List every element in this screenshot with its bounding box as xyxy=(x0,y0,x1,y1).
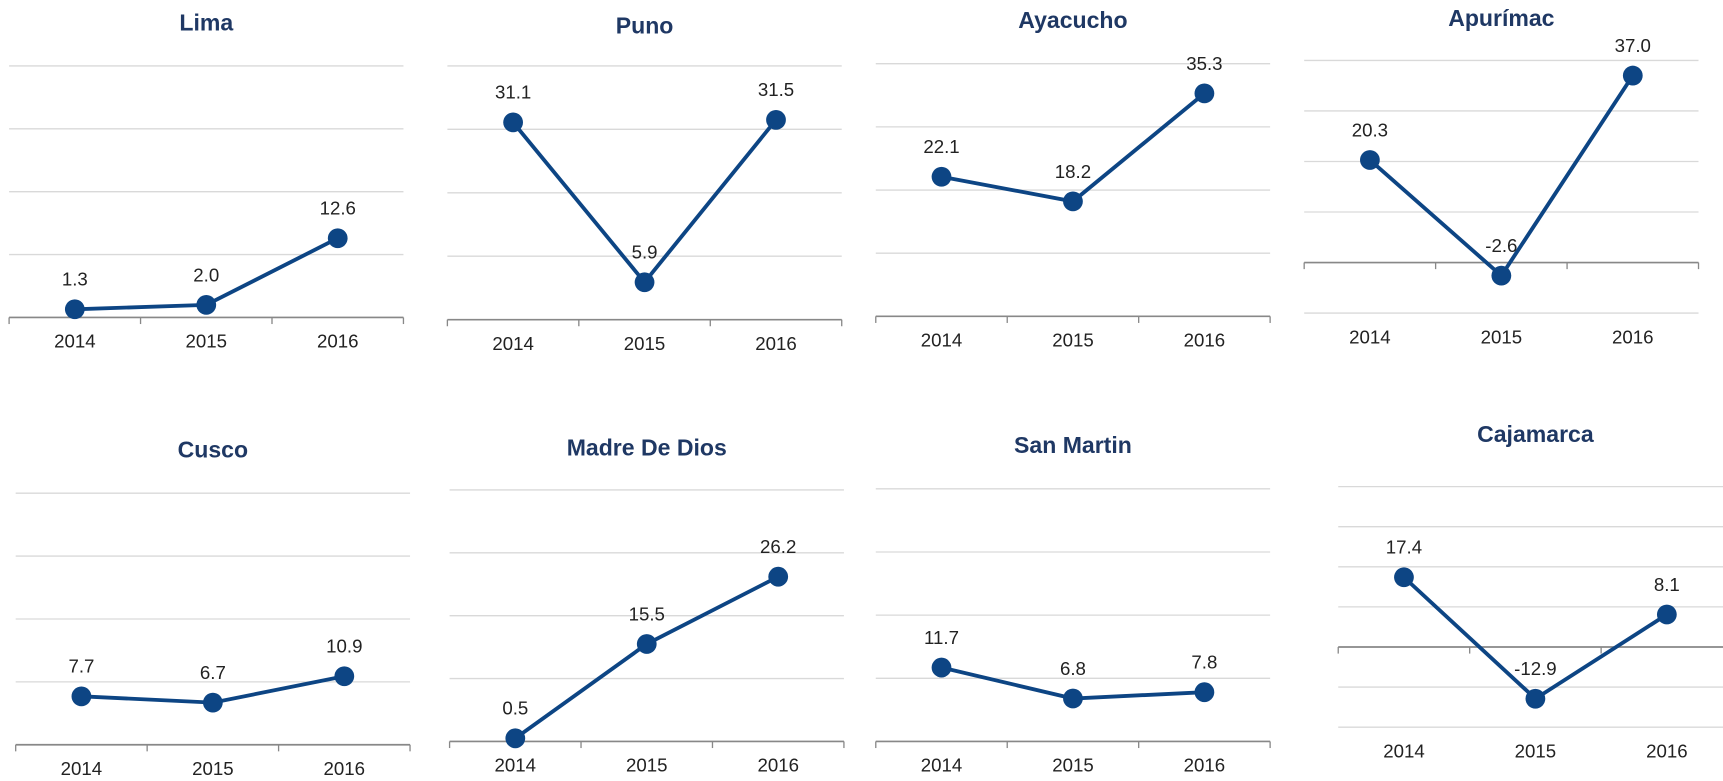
x-tick-label: 2014 xyxy=(921,755,963,776)
data-label: 17.4 xyxy=(1386,537,1422,558)
chart-panel: San Martin 2014 2015 2016 11.7 6.8 7.8 xyxy=(875,432,1271,776)
x-tick-label: 2014 xyxy=(1383,740,1425,761)
data-label: 22.1 xyxy=(923,136,959,157)
data-label: 31.5 xyxy=(758,79,794,100)
x-tick-label: 2015 xyxy=(186,331,228,352)
chart-title: Apurímac xyxy=(1448,5,1554,31)
x-tick-label: 2014 xyxy=(492,333,534,354)
point xyxy=(505,728,526,749)
point xyxy=(327,228,348,249)
x-tick-label: 2016 xyxy=(324,758,366,779)
data-label: 5.9 xyxy=(632,242,658,263)
point xyxy=(1491,265,1512,286)
point xyxy=(931,657,952,678)
x-tick-label: 2016 xyxy=(1184,330,1226,351)
chart-panel: Madre De Dios 2014 2015 2016 0.5 15.5 26.2 xyxy=(448,434,845,776)
data-label: 7.8 xyxy=(1191,652,1217,673)
x-tick-label: 2016 xyxy=(755,333,797,354)
line xyxy=(1402,575,1668,702)
data-label: -12.9 xyxy=(1514,658,1557,679)
x-tick-label: 2014 xyxy=(495,755,537,776)
line xyxy=(941,91,1206,204)
point xyxy=(1194,682,1215,703)
data-label: 15.5 xyxy=(629,603,665,624)
point xyxy=(1622,65,1643,86)
point xyxy=(64,299,85,320)
chart-panel: Cajamarca 2014 2015 2016 17.4 -12.9 8.1 xyxy=(1337,421,1723,761)
data-label: 18.2 xyxy=(1055,161,1091,182)
x-tick-label: 2016 xyxy=(1646,740,1688,761)
data-label: 6.7 xyxy=(200,662,226,683)
data-label: 2.0 xyxy=(193,264,219,285)
point xyxy=(196,294,217,315)
data-label: 26.2 xyxy=(760,536,796,557)
x-tick-label: 2015 xyxy=(1481,326,1523,347)
point xyxy=(1394,567,1414,588)
x-tick-label: 2015 xyxy=(1052,755,1094,776)
chart-title: Cajamarca xyxy=(1477,421,1594,447)
x-tick-label: 2015 xyxy=(1052,330,1094,351)
chart-panel: Apurímac 2014 2015 2016 20.3 -2.6 37.0 xyxy=(1303,5,1700,347)
x-tick-label: 2014 xyxy=(1349,326,1391,347)
data-label: 6.8 xyxy=(1060,658,1086,679)
data-label: 37.0 xyxy=(1615,35,1651,56)
line xyxy=(514,574,780,740)
point xyxy=(634,272,655,293)
data-label: 7.7 xyxy=(68,656,94,677)
chart-panel: Puno 2014 2015 2016 31.1 5.9 31.5 xyxy=(446,13,843,354)
data-label: 10.9 xyxy=(326,636,362,657)
x-tick-label: 2015 xyxy=(626,755,668,776)
chart-title: San Martin xyxy=(1014,432,1132,458)
x-tick-label: 2016 xyxy=(1184,755,1226,776)
point xyxy=(503,112,523,133)
data-label: 12.6 xyxy=(320,198,356,219)
data-label: 1.3 xyxy=(62,269,88,290)
chart-title: Cusco xyxy=(178,437,248,463)
data-label: 35.3 xyxy=(1186,53,1222,74)
x-tick-label: 2015 xyxy=(192,758,234,779)
point xyxy=(768,566,789,587)
point xyxy=(202,692,223,713)
data-label: -2.6 xyxy=(1485,235,1517,256)
data-label: 31.1 xyxy=(495,82,531,103)
point xyxy=(1063,191,1083,212)
chart-title: Lima xyxy=(179,9,233,35)
point xyxy=(1525,688,1546,709)
x-tick-label: 2016 xyxy=(317,331,359,352)
x-tick-label: 2016 xyxy=(757,755,799,776)
x-tick-label: 2015 xyxy=(624,333,666,354)
chart-panel: Ayacucho 2014 2015 2016 22.1 18.2 35.3 xyxy=(875,7,1271,351)
chart-panel: Lima 2014 2015 2016 1.3 2.0 12.6 xyxy=(8,9,405,352)
point xyxy=(766,109,786,130)
point xyxy=(636,634,657,654)
x-tick-label: 2014 xyxy=(54,331,96,352)
point xyxy=(334,666,355,687)
chart-title: Ayacucho xyxy=(1018,7,1127,33)
data-label: 20.3 xyxy=(1352,119,1388,140)
point xyxy=(931,166,952,187)
point xyxy=(1194,83,1215,104)
point xyxy=(1360,150,1380,170)
chart-title: Madre De Dios xyxy=(567,434,727,460)
chart-panel: Cusco 2014 2015 2016 7.7 6.7 10.9 xyxy=(15,437,411,779)
point xyxy=(1656,604,1677,625)
point xyxy=(1063,688,1083,709)
chart-title: Puno xyxy=(616,13,674,39)
x-tick-label: 2014 xyxy=(921,330,963,351)
data-label: 11.7 xyxy=(924,627,959,648)
point xyxy=(71,686,92,707)
x-tick-label: 2016 xyxy=(1612,326,1654,347)
x-tick-label: 2015 xyxy=(1515,740,1557,761)
data-label: 0.5 xyxy=(502,698,528,719)
data-label: 8.1 xyxy=(1654,574,1680,595)
x-tick-label: 2014 xyxy=(61,758,103,779)
